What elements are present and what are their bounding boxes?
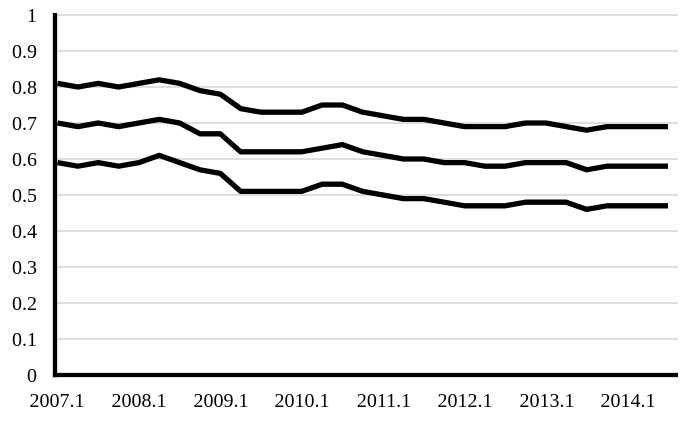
x-tick-label: 2014.1 [601,390,656,412]
x-tick-label: 2009.1 [194,390,249,412]
x-tick-label: 2012.1 [438,390,493,412]
y-tick-label: 0.6 [12,149,37,171]
y-tick-label: 0.1 [12,329,37,351]
series-upper-line [57,77,668,133]
y-tick-label: 0.9 [12,41,37,63]
x-axis-labels: 2007.1 2008.1 2009.1 2010.1 2011.1 2012.… [30,390,656,412]
y-tick-label: 0 [27,365,37,387]
gridlines [57,14,678,340]
series-lower-line [57,152,668,213]
y-tick-label: 0.8 [12,77,37,99]
y-axis-labels: 1 0.9 0.8 0.7 0.6 0.5 0.4 0.3 0.2 0.1 0 [12,5,37,387]
y-tick-label: 0.3 [12,257,37,279]
axes [52,13,678,378]
y-tick-label: 0.7 [12,113,37,135]
y-tick-label: 0.2 [12,293,37,315]
y-tick-label: 1 [27,5,37,27]
x-tick-label: 2008.1 [112,390,167,412]
y-tick-label: 0.4 [12,221,37,243]
data-series-group [57,77,668,213]
x-tick-label: 2010.1 [275,390,330,412]
x-tick-label: 2007.1 [30,390,85,412]
y-tick-label: 0.5 [12,185,37,207]
series-middle-line [57,116,668,173]
x-tick-label: 2013.1 [520,390,575,412]
x-tick-label: 2011.1 [357,390,411,412]
